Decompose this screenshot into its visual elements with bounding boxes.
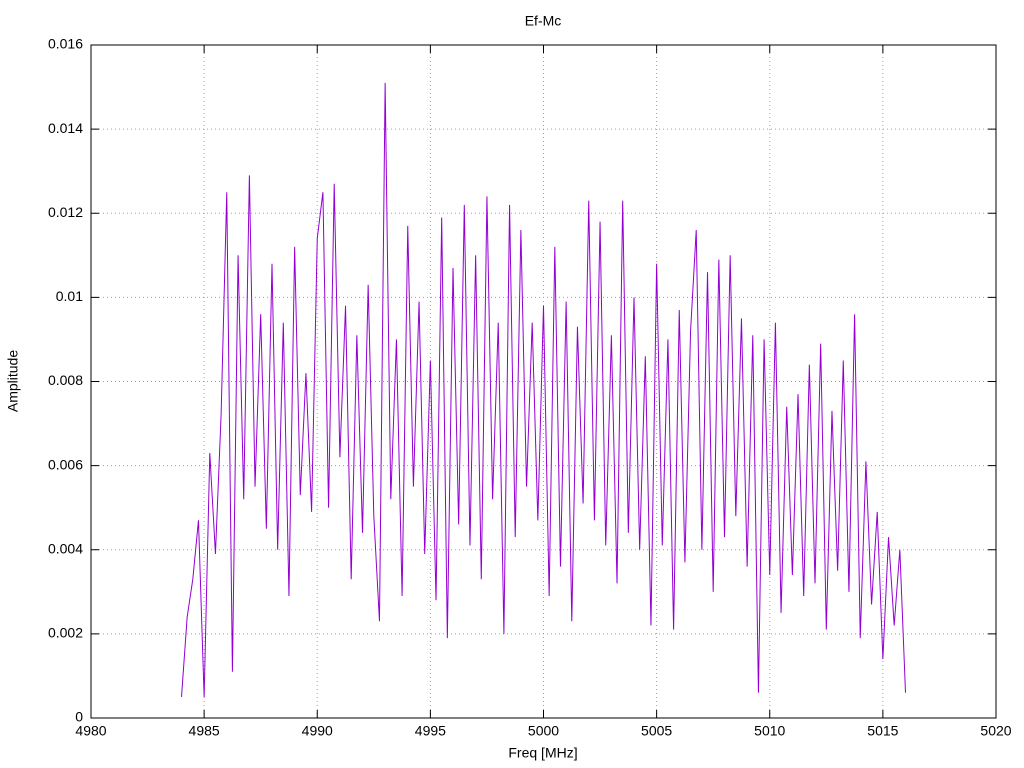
- y-tick-label: 0.01: [56, 288, 83, 304]
- y-tick-label: 0.008: [48, 372, 83, 388]
- x-tick-label: 4990: [302, 723, 333, 739]
- y-tick-label: 0.002: [48, 625, 83, 641]
- x-tick-label: 5000: [528, 723, 559, 739]
- plot-border: [90, 44, 997, 719]
- x-tick-label: 5020: [980, 723, 1011, 739]
- y-tick-label: 0.006: [48, 456, 83, 472]
- x-tick-label: 4995: [415, 723, 446, 739]
- y-tick-label: 0.016: [48, 36, 83, 52]
- y-tick-label: 0.014: [48, 120, 83, 136]
- x-tick-label: 5015: [867, 723, 898, 739]
- x-axis-label: Freq [MHz]: [508, 745, 577, 761]
- y-axis-label: Amplitude: [5, 350, 21, 412]
- y-tick-label: 0.012: [48, 204, 83, 220]
- x-tick-label: 4985: [189, 723, 220, 739]
- chart-title: Ef-Mc: [525, 13, 562, 29]
- x-tick-label: 4980: [75, 723, 106, 739]
- y-tick-label: 0.004: [48, 540, 83, 556]
- y-tick-label: 0: [75, 709, 83, 725]
- x-tick-label: 5005: [641, 723, 672, 739]
- signal-line: [181, 82, 906, 698]
- x-tick-label: 5010: [754, 723, 785, 739]
